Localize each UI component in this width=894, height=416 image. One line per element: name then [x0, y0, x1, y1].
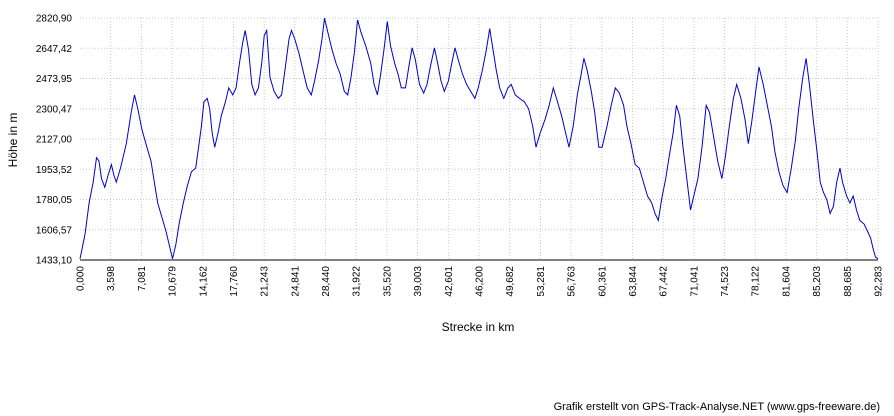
y-tick-label: 2127,00 — [36, 135, 73, 146]
x-tick-label: 71,041 — [689, 266, 700, 297]
y-tick-label: 2820,90 — [36, 14, 73, 25]
x-tick-label: 28,440 — [321, 266, 332, 297]
x-tick-label: 49,682 — [505, 266, 516, 297]
x-tick-label: 10,679 — [168, 266, 179, 297]
elevation-series-line — [79, 18, 879, 260]
y-tick-label: 1953,52 — [36, 165, 73, 176]
x-tick-label: 35,520 — [382, 266, 393, 297]
x-axis-label: Strecke in km — [442, 320, 515, 334]
y-tick-label: 1780,05 — [36, 195, 73, 206]
x-tick-label: 85,203 — [812, 266, 823, 297]
x-tick-label: 14,162 — [198, 266, 209, 297]
x-tick-label: 74,523 — [720, 266, 731, 297]
y-axis-label: Höhe in m — [6, 113, 20, 168]
x-tick-label: 31,922 — [352, 266, 363, 297]
x-tick-label: 81,604 — [781, 266, 792, 297]
x-tick-label: 63,844 — [628, 266, 639, 297]
x-tick-label: 0,000 — [76, 266, 87, 291]
x-tick-labels: 0,000 3,598 7,081 10,679 14,162 17,760 21,243 2… — [76, 266, 885, 297]
x-tick-label: 56,763 — [567, 266, 578, 297]
x-tick-label: 67,442 — [659, 266, 670, 297]
x-tick-label: 88,685 — [843, 266, 854, 297]
gridlines — [80, 17, 879, 260]
x-tick-label: 46,200 — [475, 266, 486, 297]
y-tick-label: 1606,57 — [36, 225, 73, 236]
y-tick-label: 2473,95 — [36, 74, 73, 85]
x-tick-label: 42,601 — [444, 266, 455, 297]
x-tick-label: 24,841 — [290, 266, 301, 297]
y-tick-label: 2300,47 — [36, 104, 73, 115]
x-tick-label: 39,003 — [413, 266, 424, 297]
y-tick-label: 2647,42 — [36, 44, 73, 55]
x-tick-label: 7,081 — [137, 266, 148, 291]
x-tick-label: 3,598 — [106, 266, 117, 291]
x-tick-label: 78,122 — [751, 266, 762, 297]
x-tick-label: 60,361 — [597, 266, 608, 297]
y-tick-label: 1433,10 — [36, 256, 73, 267]
y-tick-labels: 2820,90 2647,42 2473,95 2300,47 2127,00 1953,… — [36, 14, 73, 267]
x-tick-label: 92,283 — [874, 266, 885, 297]
x-tick-label: 53,281 — [536, 266, 547, 297]
x-tick-label: 17,760 — [229, 266, 240, 297]
credit-text: Grafik erstellt von GPS-Track-Analyse.NE… — [554, 401, 880, 413]
x-tick-label: 21,243 — [260, 266, 271, 297]
